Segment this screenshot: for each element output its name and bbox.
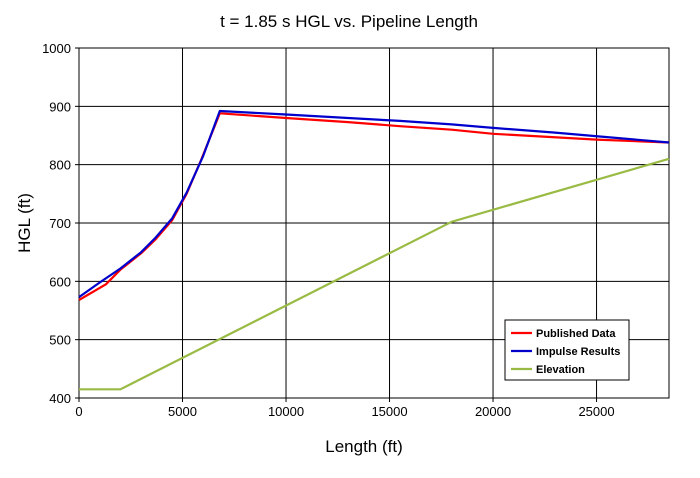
x-tick-label: 0 xyxy=(75,404,82,419)
y-tick-label: 800 xyxy=(49,158,71,173)
legend-label: Impulse Results xyxy=(536,346,620,358)
x-tick-label: 20000 xyxy=(475,404,511,419)
legend: Published Data Impulse Results Elevation xyxy=(504,319,630,381)
x-tick-label: 10000 xyxy=(268,404,304,419)
x-axis-label: Length (ft) xyxy=(325,437,403,456)
y-tick-label: 700 xyxy=(49,216,71,231)
x-tick-label: 15000 xyxy=(371,404,407,419)
y-tick-label: 600 xyxy=(49,274,71,289)
x-tick-label: 25000 xyxy=(578,404,614,419)
tick-labels: 0 5000 10000 15000 20000 25000 400 500 600 700 800… xyxy=(42,41,615,419)
y-tick-label: 400 xyxy=(49,391,71,406)
data-series xyxy=(78,109,670,391)
y-axis-label: HGL (ft) xyxy=(15,193,34,253)
y-tick-label: 1000 xyxy=(42,41,71,56)
series-line-impulse-results xyxy=(78,109,670,298)
legend-label: Elevation xyxy=(536,364,585,376)
series-line-published-data xyxy=(78,112,670,301)
series-line-elevation xyxy=(79,157,670,391)
chart-title: t = 1.85 s HGL vs. Pipeline Length xyxy=(220,12,478,31)
x-tick-label: 5000 xyxy=(168,404,197,419)
legend-label: Published Data xyxy=(536,328,616,340)
y-tick-label: 500 xyxy=(49,333,71,348)
grid-lines xyxy=(79,48,669,398)
y-tick-label: 900 xyxy=(49,99,71,114)
